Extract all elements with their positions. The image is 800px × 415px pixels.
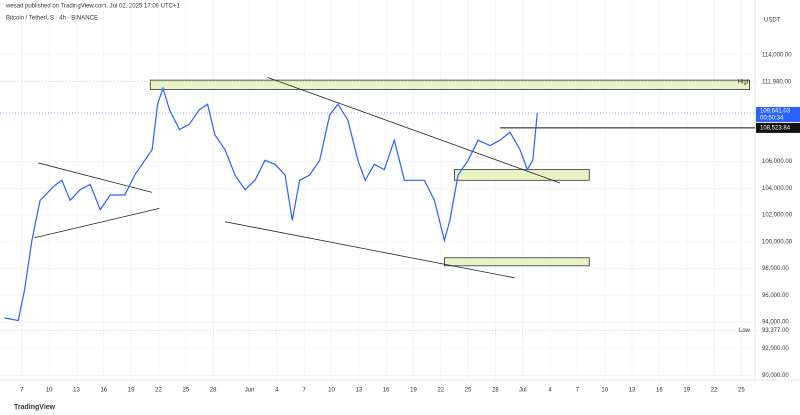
- price-tag-label: 108,523.84: [760, 125, 791, 131]
- zone: [444, 257, 590, 267]
- trendline: [267, 77, 561, 184]
- x-tick-label: 16: [383, 388, 390, 394]
- y-tick-label: 106,000.00: [762, 159, 793, 165]
- x-tick-label: 10: [601, 388, 608, 394]
- y-tick-label: 92,000.00: [762, 346, 789, 352]
- y-tick-label: 102,000.00: [762, 213, 793, 219]
- y-tick-label: 90,000.00: [762, 373, 789, 379]
- y-tick-label: 100,000.00: [762, 239, 793, 245]
- x-tick-label: 4: [275, 388, 279, 394]
- trendline: [34, 207, 160, 239]
- x-tick-label: 10: [46, 388, 53, 394]
- x-tick-label: Jun: [245, 388, 255, 394]
- axis-unit: USDT: [764, 18, 781, 24]
- x-tick-label: 16: [100, 388, 107, 394]
- publisher: wesad published on TradingView.com, Jul …: [5, 4, 180, 10]
- zone: [454, 169, 590, 181]
- x-tick-label: 28: [492, 388, 499, 394]
- trendline: [38, 162, 153, 193]
- y-tick-label: 98,000.00: [762, 266, 789, 272]
- level-label: 93,377.00: [762, 328, 789, 334]
- x-tick-label: 19: [410, 388, 417, 394]
- x-tick-label: 19: [683, 388, 690, 394]
- trendline: [224, 221, 515, 279]
- y-tick-label: 104,000.00: [762, 186, 793, 192]
- x-tick-label: 7: [303, 388, 307, 394]
- level-name: High: [738, 79, 750, 85]
- y-tick-label: 94,000.00: [762, 319, 789, 325]
- x-tick-label: 13: [73, 388, 80, 394]
- zone: [149, 79, 750, 90]
- last-price-label: 109,641.03: [760, 109, 791, 115]
- x-tick-label: 13: [629, 388, 636, 394]
- y-tick-label: 96,000.00: [762, 293, 789, 299]
- x-tick-label: 22: [711, 388, 718, 394]
- x-tick-label: 10: [328, 388, 335, 394]
- price-line: [4, 86, 538, 322]
- x-tick-label: 4: [548, 388, 552, 394]
- level-name: Low: [739, 328, 751, 334]
- x-tick-label: 16: [656, 388, 663, 394]
- x-tick-label: 25: [465, 388, 472, 394]
- footer-brand: TradingView: [14, 404, 56, 411]
- symbol-title: Bitcoin / TetherUS · 4h · BINANCE: [6, 16, 98, 22]
- price-tag: [756, 122, 800, 133]
- x-tick-label: 19: [128, 388, 135, 394]
- x-tick-label: Jul: [519, 388, 527, 394]
- x-tick-label: 7: [576, 388, 580, 394]
- last-price-tag: [756, 106, 800, 122]
- level-label: 111,980.00: [762, 79, 792, 85]
- x-tick-label: 28: [210, 388, 217, 394]
- x-tick-label: 7: [20, 388, 24, 394]
- x-tick-label: 22: [437, 388, 444, 394]
- x-tick-label: 25: [738, 388, 745, 394]
- countdown: 00:50:34: [760, 116, 784, 122]
- x-tick-label: 22: [155, 388, 162, 394]
- x-tick-label: 13: [355, 388, 362, 394]
- y-tick-label: 114,000.00: [762, 52, 792, 58]
- x-tick-label: 25: [182, 388, 189, 394]
